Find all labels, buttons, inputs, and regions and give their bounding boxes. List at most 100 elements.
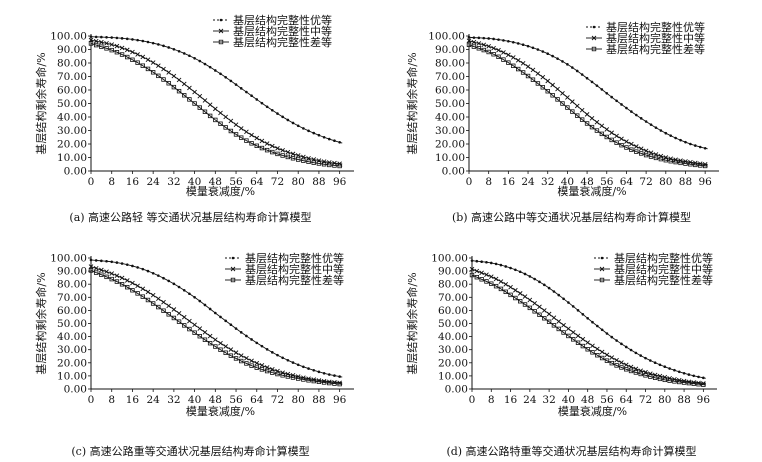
data-point <box>172 47 176 51</box>
data-point <box>317 133 321 137</box>
data-point <box>623 362 629 368</box>
data-point <box>332 381 337 386</box>
data-point <box>136 38 139 42</box>
data-point <box>527 297 533 303</box>
data-point <box>218 347 223 352</box>
data-point <box>594 128 600 133</box>
data-point <box>281 356 284 360</box>
data-point <box>479 277 484 282</box>
y-axis-label: 基层结构剩余寿命/% <box>34 52 48 154</box>
y-tick-label: 20.00 <box>57 357 87 369</box>
data-point <box>193 56 196 60</box>
data-point <box>503 281 509 287</box>
data-point <box>109 276 114 282</box>
data-point <box>264 365 270 370</box>
data-point <box>259 138 265 144</box>
x-tick-label: 24 <box>523 394 537 406</box>
data-point <box>566 63 569 66</box>
y-tick-label: 10.00 <box>57 152 87 164</box>
data-point <box>648 150 654 156</box>
data-point <box>503 289 508 295</box>
y-axis-label: 基层结构剩余寿命/% <box>405 272 419 374</box>
data-point <box>683 161 688 166</box>
data-point <box>604 127 610 132</box>
data-point <box>213 344 218 349</box>
data-point <box>498 279 504 284</box>
y-tick-label: 80.00 <box>438 279 468 291</box>
data-point <box>193 296 196 299</box>
data-point <box>600 328 604 332</box>
data-point <box>203 303 207 307</box>
data-point <box>556 57 559 60</box>
legend-marker <box>230 277 236 283</box>
x-tick-label: 16 <box>504 394 518 406</box>
data-point <box>233 132 239 137</box>
data-point <box>265 348 269 351</box>
data-point <box>574 103 580 109</box>
y-tick-label: 50.00 <box>435 98 465 110</box>
data-point <box>499 263 503 267</box>
data-point <box>619 142 624 148</box>
data-point <box>619 365 624 370</box>
data-point <box>317 370 321 374</box>
y-tick-label: 50.00 <box>57 318 87 330</box>
x-tick-label: 80 <box>659 176 672 188</box>
data-point <box>259 367 265 372</box>
data-point <box>135 52 140 57</box>
data-point <box>229 323 233 327</box>
data-point <box>255 98 259 101</box>
data-point <box>238 353 244 358</box>
data-point <box>470 259 474 262</box>
data-point <box>203 62 207 66</box>
data-point <box>307 129 310 133</box>
data-point <box>644 356 647 360</box>
data-point <box>531 46 535 50</box>
data-point <box>634 113 638 117</box>
data-point <box>514 268 517 272</box>
y-tick-label: 20.00 <box>438 357 468 369</box>
data-point <box>290 151 296 157</box>
data-point <box>693 162 698 168</box>
data-point <box>249 363 254 368</box>
data-point <box>518 270 522 274</box>
data-point <box>280 147 285 153</box>
data-point <box>125 54 130 60</box>
data-point <box>471 44 477 49</box>
data-point <box>244 138 249 143</box>
data-point <box>264 368 270 374</box>
data-point <box>662 374 668 380</box>
data-point <box>496 47 501 53</box>
y-tick-label: 100.00 <box>428 31 465 43</box>
x-tick-label: 64 <box>250 394 264 406</box>
data-point <box>234 327 238 330</box>
data-point <box>599 131 605 137</box>
data-point <box>295 153 301 158</box>
data-point <box>280 153 285 158</box>
chart-caption-d: (d) 高速公路特重等交通状况基层结构寿命计算模型 <box>446 445 697 458</box>
data-point <box>197 93 203 99</box>
data-point <box>629 348 633 352</box>
data-point <box>586 317 589 320</box>
data-point <box>105 35 108 39</box>
data-point <box>99 267 104 273</box>
data-point <box>162 276 165 280</box>
data-point <box>208 65 212 69</box>
y-tick-label: 40.00 <box>57 112 87 124</box>
legend-marker <box>219 18 223 22</box>
data-point <box>466 38 472 44</box>
data-point <box>590 343 595 349</box>
data-point <box>624 367 629 372</box>
data-point <box>119 275 125 281</box>
data-point <box>140 294 145 299</box>
data-point <box>589 124 595 130</box>
data-point <box>649 359 652 362</box>
data-point <box>615 99 618 103</box>
data-point <box>506 52 511 58</box>
x-axis-label: 模量衰减度/% <box>186 184 255 198</box>
data-point <box>245 334 248 338</box>
data-point <box>624 139 629 144</box>
data-point <box>296 363 300 367</box>
data-point <box>254 143 259 148</box>
data-point <box>509 266 512 270</box>
data-point <box>228 128 234 134</box>
